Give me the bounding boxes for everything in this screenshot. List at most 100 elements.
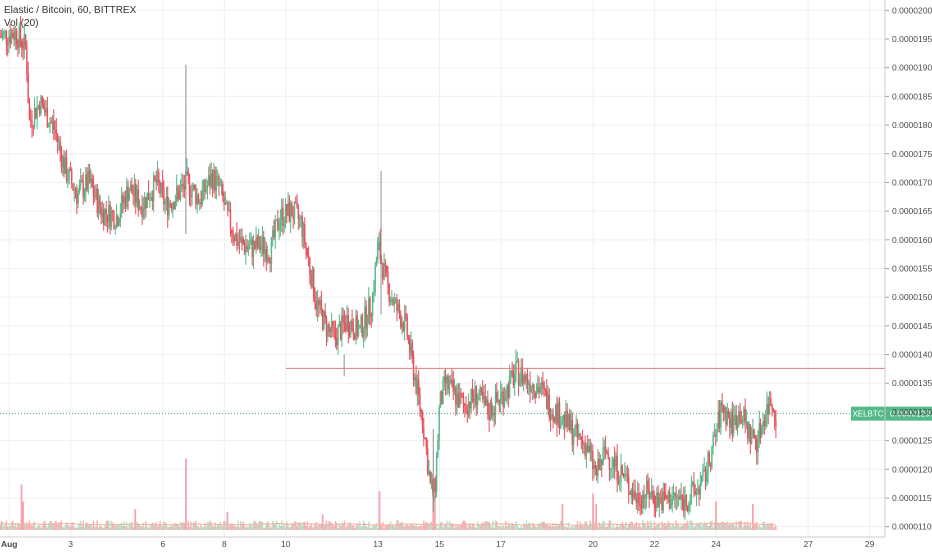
volume-bar xyxy=(88,525,91,530)
candle-body xyxy=(711,447,713,468)
volume-bar xyxy=(563,526,566,530)
candle-body xyxy=(624,474,626,477)
candle-body xyxy=(78,185,81,192)
candle-body xyxy=(21,41,23,48)
candle-body xyxy=(361,315,364,337)
candle-body xyxy=(761,426,763,437)
volume-bar xyxy=(763,521,766,530)
candle-body xyxy=(770,398,772,406)
candle-body xyxy=(649,498,652,500)
candle-body xyxy=(31,120,33,127)
candle-body xyxy=(738,411,740,426)
candle-body xyxy=(598,459,600,470)
candle-body xyxy=(606,452,608,454)
candle-body xyxy=(243,243,246,253)
candle-body xyxy=(423,429,425,438)
volume-bar xyxy=(420,525,422,530)
volume-bar xyxy=(453,528,456,530)
volume-bar xyxy=(757,526,759,530)
candle-body xyxy=(201,190,204,205)
y-tick-label: 0.00001100 xyxy=(892,522,932,532)
candle-body xyxy=(688,504,690,512)
candle-body xyxy=(610,468,612,470)
volume-bar xyxy=(745,524,748,530)
volume-bar xyxy=(104,525,106,530)
candle-body xyxy=(90,178,92,183)
volume-bar xyxy=(10,522,13,530)
volume-bar xyxy=(448,521,451,530)
candle-body xyxy=(6,43,9,45)
volume-bar xyxy=(382,521,384,530)
candle-body xyxy=(77,191,79,204)
candle-body xyxy=(182,183,184,186)
volume-bar xyxy=(247,526,250,530)
candle-body xyxy=(553,416,556,422)
candle-body xyxy=(227,201,229,211)
candle-body xyxy=(241,237,243,239)
candle-body xyxy=(409,339,411,353)
volume-bar xyxy=(567,522,570,530)
volume-bar xyxy=(662,523,664,530)
candle-body xyxy=(319,300,321,305)
volume-bar xyxy=(163,521,165,530)
candle-body xyxy=(538,386,540,393)
volume-bar xyxy=(117,525,119,530)
volume-bar xyxy=(132,527,134,530)
candle-body xyxy=(772,408,775,412)
volume-bar xyxy=(119,524,122,530)
candle-body xyxy=(748,424,750,439)
volume-bar xyxy=(684,522,686,530)
volume-bar xyxy=(325,520,328,530)
candle-body xyxy=(129,184,132,192)
volume-bar xyxy=(584,521,586,530)
volume-bar xyxy=(612,523,615,530)
candle-body xyxy=(67,180,69,182)
candle-body xyxy=(543,384,545,389)
candle-body xyxy=(382,263,384,280)
volume-bar xyxy=(740,520,743,530)
candle-body xyxy=(448,382,451,390)
candle-body xyxy=(535,392,538,398)
volume-bar xyxy=(446,520,448,530)
candle-body xyxy=(565,410,567,427)
candle-body xyxy=(336,337,338,346)
candle-body xyxy=(360,315,362,326)
volume-bar xyxy=(683,523,685,530)
candle-body xyxy=(595,468,598,476)
candle-body xyxy=(401,322,403,328)
volume-bar xyxy=(1,521,4,530)
candle-body xyxy=(451,379,453,381)
volume-bar xyxy=(649,520,652,530)
candle-body xyxy=(676,497,679,499)
volume-bar xyxy=(85,522,87,530)
volume-bar xyxy=(711,520,713,530)
candle-body xyxy=(662,491,664,511)
candle-body xyxy=(630,489,632,495)
volume-bar xyxy=(128,524,131,530)
volume-bar xyxy=(617,527,620,530)
volume-bar xyxy=(259,521,261,530)
volume-bar xyxy=(608,520,611,530)
volume-bar xyxy=(675,520,677,530)
volume-bar xyxy=(439,522,442,530)
candle-body xyxy=(666,498,668,500)
candle-body xyxy=(106,214,109,223)
volume-bar xyxy=(557,524,559,530)
candle-body xyxy=(292,216,294,219)
volume-bar xyxy=(578,526,580,530)
volume-bar xyxy=(94,527,96,530)
volume-bar xyxy=(24,525,27,530)
volume-bar xyxy=(175,524,178,530)
candle-body xyxy=(421,412,424,430)
volume-bar xyxy=(188,527,191,530)
candle-body xyxy=(154,175,156,180)
candle-body xyxy=(186,170,188,173)
volume-bar xyxy=(44,520,46,530)
candle-body xyxy=(469,401,471,409)
volume-bar xyxy=(101,527,104,530)
volume-bar xyxy=(257,522,260,530)
